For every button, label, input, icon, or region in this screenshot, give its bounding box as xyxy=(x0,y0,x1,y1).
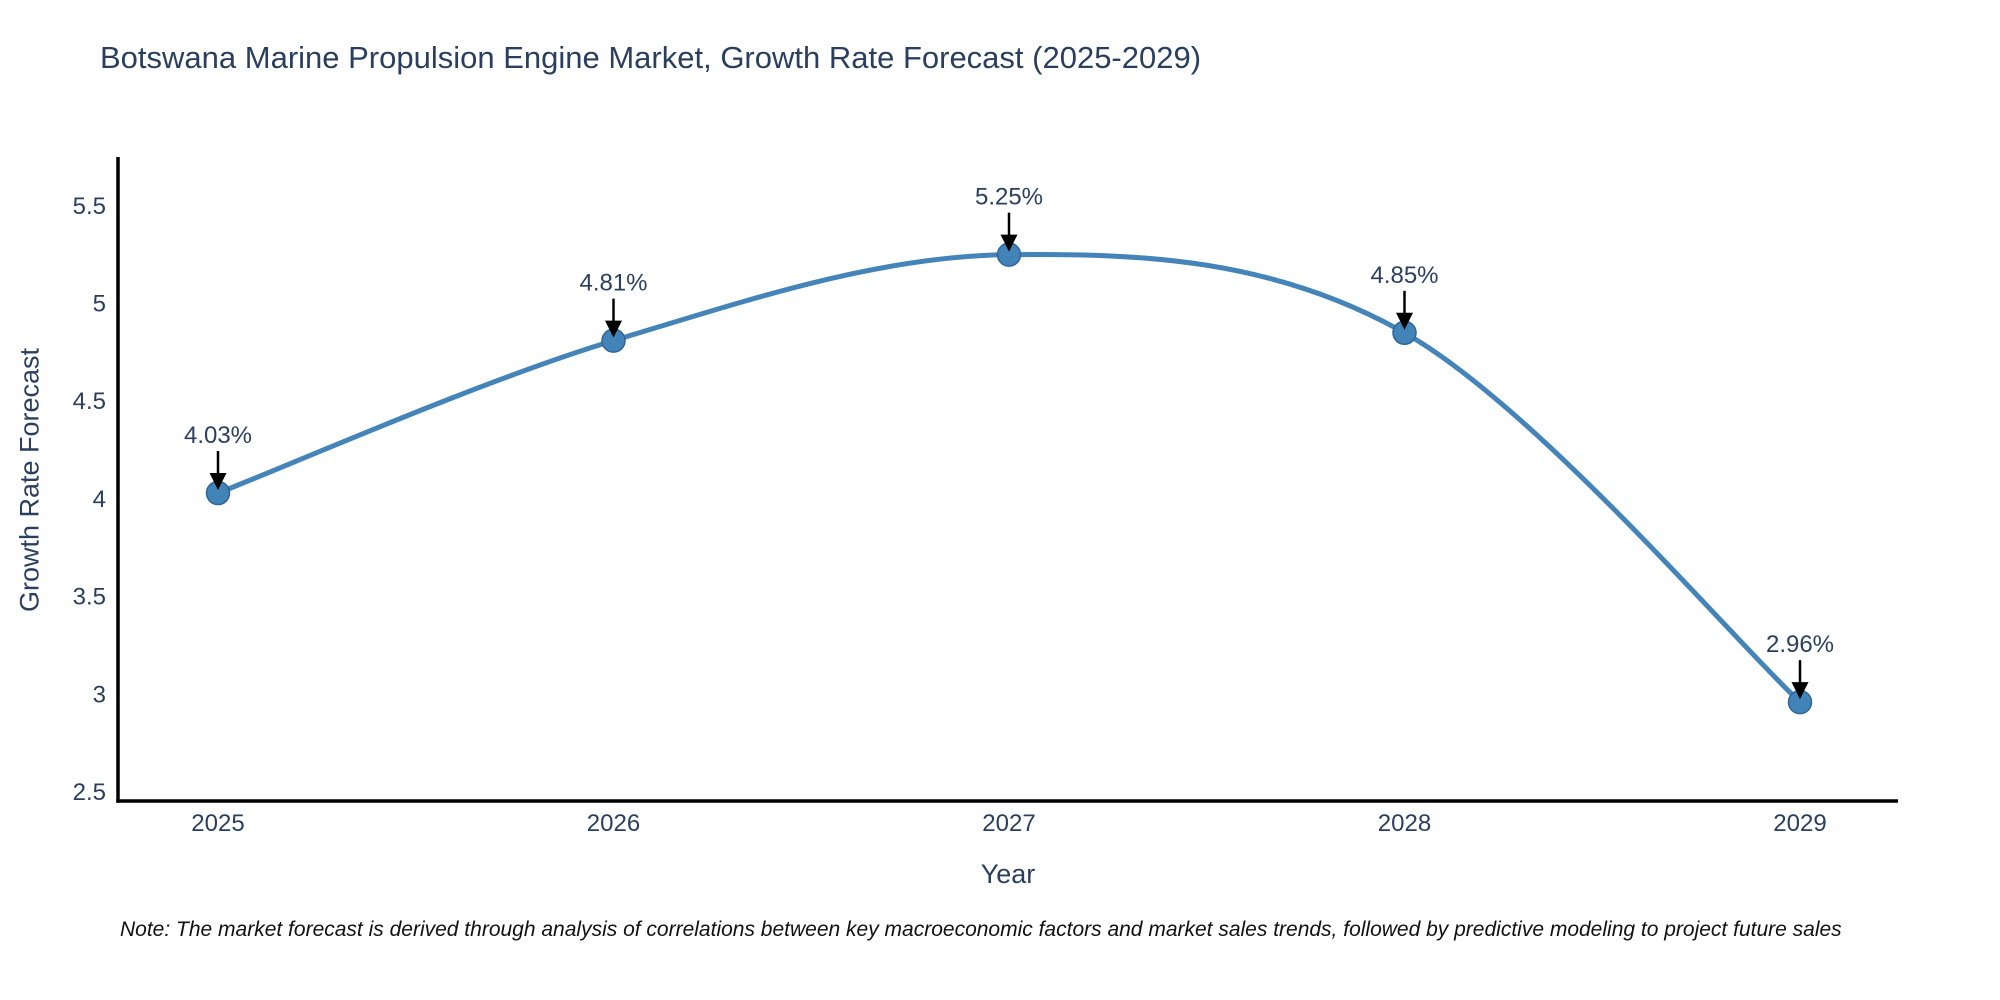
y-tick-label: 5 xyxy=(93,291,106,318)
x-tick-label: 2027 xyxy=(982,810,1035,837)
y-tick-label: 3.5 xyxy=(73,584,106,611)
footnote: Note: The market forecast is derived thr… xyxy=(120,918,1842,941)
y-tick-label: 4 xyxy=(93,486,106,513)
x-tick-label: 2029 xyxy=(1773,810,1826,837)
annotation-arrowhead-icon xyxy=(605,320,622,338)
data-point-label: 5.25% xyxy=(975,184,1043,211)
annotation-arrowhead-icon xyxy=(1396,312,1413,330)
forecast-line xyxy=(215,252,1803,705)
data-point-label: 4.81% xyxy=(579,270,647,297)
annotation-arrowhead-icon xyxy=(1000,234,1018,252)
y-tick-label: 3 xyxy=(93,681,106,708)
data-point-label: 4.03% xyxy=(184,422,252,449)
x-tick-label: 2028 xyxy=(1378,810,1431,837)
y-tick-label: 5.5 xyxy=(73,193,106,220)
y-axis-title: Growth Rate Forecast xyxy=(14,347,45,613)
y-tick-label: 2.5 xyxy=(73,779,106,806)
x-axis-title: Year xyxy=(980,859,1036,889)
x-tick-label: 2025 xyxy=(191,810,244,837)
data-point-label: 2.96% xyxy=(1766,631,1834,658)
chart-title: Botswana Marine Propulsion Engine Market… xyxy=(100,40,1202,75)
annotation-arrowhead-icon xyxy=(209,473,227,491)
data-point-label: 4.85% xyxy=(1370,262,1438,289)
x-tick-label: 2026 xyxy=(587,810,640,837)
y-tick-label: 4.5 xyxy=(73,388,106,415)
annotation-arrowhead-icon xyxy=(1791,682,1809,700)
